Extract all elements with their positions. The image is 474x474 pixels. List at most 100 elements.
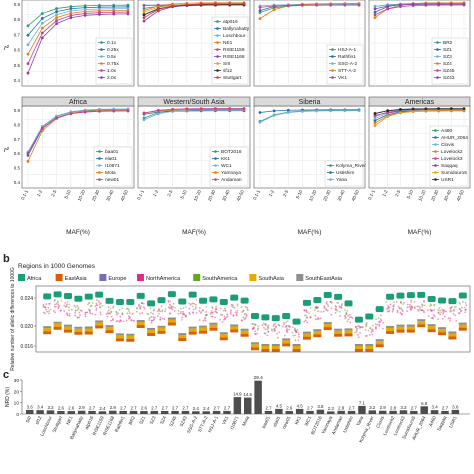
strip-point	[76, 304, 79, 307]
strip-point	[47, 306, 50, 309]
strip-point	[427, 315, 430, 317]
legend-label: baa01	[105, 149, 119, 155]
strip-point	[458, 301, 461, 304]
strip-point	[463, 306, 466, 309]
legend-label: RISE1159	[223, 47, 245, 53]
strip-point	[127, 315, 130, 318]
strip-southasia-cluster	[126, 335, 135, 339]
x-tick-label: 40-50	[236, 189, 246, 202]
strip-point	[253, 323, 256, 325]
panel-b-ylabel: Relative number of allelic differences t…	[10, 267, 16, 371]
x-tick-label: VK1	[221, 415, 229, 425]
series-point	[373, 116, 377, 120]
legend-label: 0.25x	[107, 47, 119, 53]
region-legend-swatch	[99, 274, 107, 281]
strip-point	[355, 330, 358, 333]
strip-point	[193, 302, 195, 305]
strip-point	[210, 315, 213, 318]
strip-point	[205, 305, 208, 308]
strip-southasia-cluster	[147, 329, 156, 333]
strip-point	[132, 319, 135, 322]
series-point	[83, 13, 87, 17]
series-line	[143, 4, 245, 16]
strip-eastasia-cluster	[282, 343, 291, 347]
strip-africa-cluster	[282, 313, 291, 320]
region-legend-label: NorthAmerica	[146, 276, 181, 282]
legend-swatch-dot	[331, 55, 334, 58]
strip-southeastasia-cluster	[115, 333, 124, 336]
x-tick-label: Yana	[355, 415, 364, 427]
strip-africa-cluster	[230, 294, 239, 301]
strip-southasia-cluster	[365, 346, 374, 349]
strip-point	[236, 312, 238, 314]
y-tick-label: 0.9	[14, 108, 21, 113]
strip-africa-cluster	[157, 297, 166, 304]
strip-point	[161, 310, 164, 313]
legend-swatch-dot	[436, 41, 439, 44]
bar	[26, 409, 34, 414]
strip-point	[347, 318, 350, 321]
strip-point	[443, 315, 446, 318]
strip-point	[49, 308, 52, 311]
series-point	[83, 110, 87, 114]
series-point	[69, 16, 73, 20]
strip-point	[99, 306, 101, 309]
strip-point	[462, 300, 464, 303]
series-point	[373, 16, 377, 19]
strip-eastasia-cluster	[251, 347, 259, 351]
strip-point	[138, 305, 140, 307]
bar-value-label: 2.7	[172, 405, 179, 410]
bar	[378, 410, 387, 414]
strip-point	[292, 334, 295, 337]
strip-point	[210, 310, 213, 312]
strip-point	[246, 306, 249, 309]
strip-point	[433, 315, 436, 318]
strip-point	[359, 332, 361, 334]
strip-point	[416, 305, 419, 308]
series-point	[286, 108, 290, 112]
strip-point	[266, 334, 269, 337]
strip-point	[438, 307, 441, 309]
strip-africa-cluster	[199, 297, 208, 304]
strip-point	[296, 328, 299, 331]
strip-point	[189, 303, 192, 306]
strip-point	[262, 326, 265, 329]
series-point	[357, 3, 361, 7]
subplot-title-strip	[368, 96, 471, 107]
strip-point	[316, 307, 318, 310]
strip-point	[297, 339, 300, 341]
series-point	[40, 36, 44, 40]
strip-point	[219, 318, 222, 321]
strip-point	[84, 311, 87, 314]
strip-point	[79, 309, 82, 312]
series-point	[40, 129, 44, 133]
bar	[98, 411, 107, 414]
bar-value-label: 2.8	[338, 405, 345, 410]
strip-point	[297, 331, 300, 334]
y-tick-label: 0.6	[14, 151, 21, 156]
region-legend-label: SouthAmerica	[202, 276, 238, 282]
legend-label: Andaman	[221, 177, 242, 183]
strip-point	[112, 319, 114, 321]
strip-point	[316, 318, 319, 321]
x-tick-label: 30-40	[443, 189, 453, 202]
panel-a-subplot: atp016BallynahattyLoschbourNE1RISE1159RI…	[137, 0, 251, 87]
strip-point	[87, 303, 89, 306]
x-tick-label: 2-5	[282, 189, 289, 197]
legend-label: Clovis	[441, 142, 455, 148]
strip-point	[266, 328, 269, 331]
strip-point	[119, 315, 122, 318]
strip-southasia-cluster	[251, 344, 259, 348]
x-tick-label: ela01	[272, 415, 281, 428]
series-line	[27, 8, 129, 45]
strip-point	[195, 303, 197, 306]
strip-africa-cluster	[63, 292, 72, 299]
legend-swatch-dot	[98, 178, 101, 181]
strip-point	[349, 321, 352, 324]
strip-point	[354, 331, 356, 334]
strip-point	[355, 327, 358, 329]
strip-point	[450, 306, 453, 308]
strip-point	[195, 306, 197, 309]
series-line	[374, 109, 465, 126]
series-point	[69, 112, 73, 116]
